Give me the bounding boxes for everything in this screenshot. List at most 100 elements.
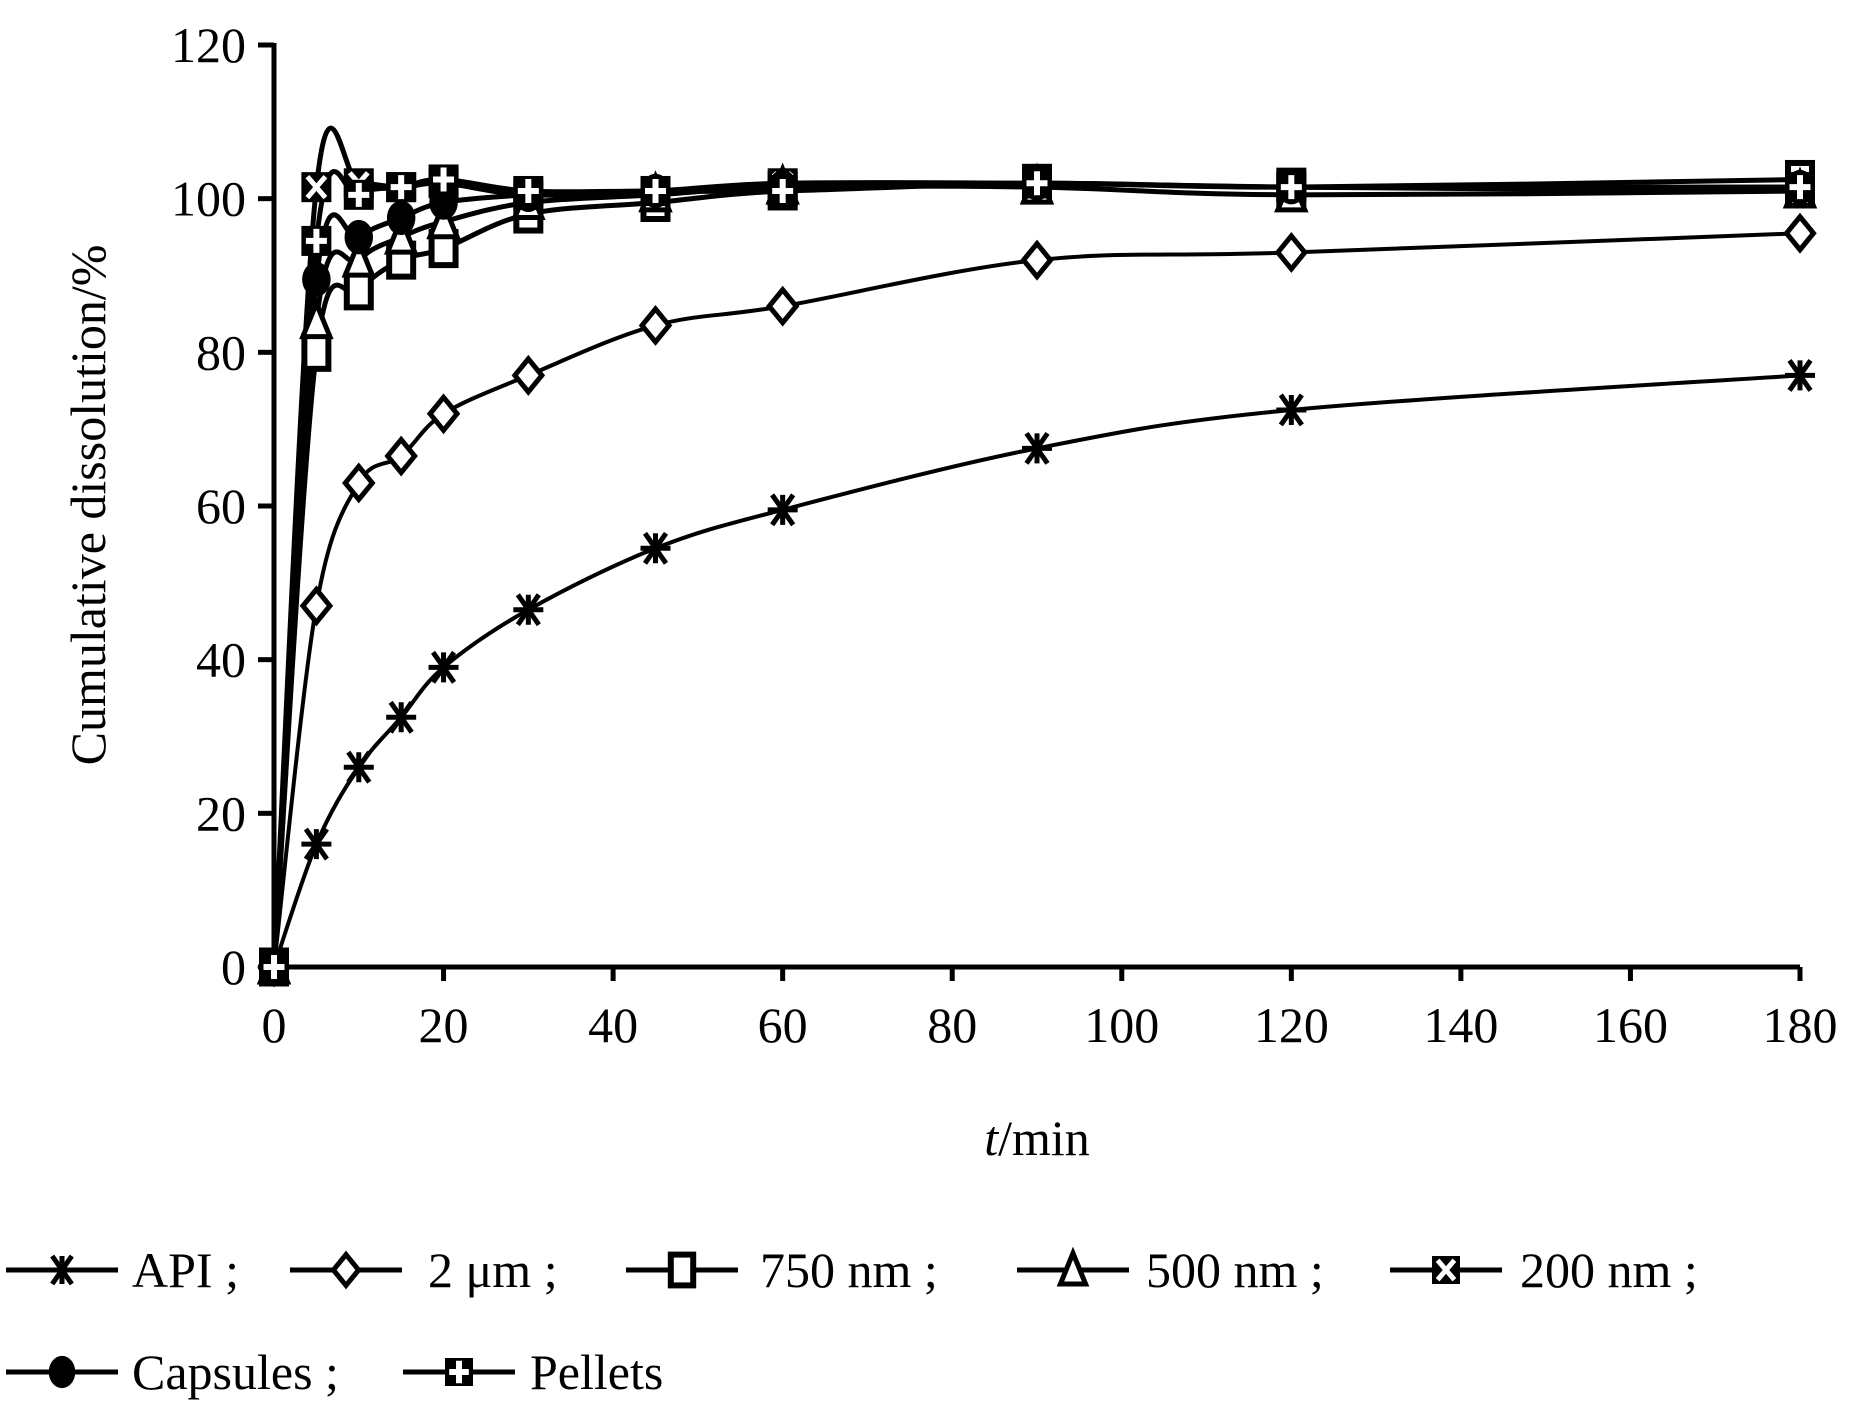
markers-pellets xyxy=(259,164,1815,982)
data-point xyxy=(1022,431,1052,465)
markers-api xyxy=(259,358,1815,984)
y-tick-label: 120 xyxy=(171,17,246,73)
legend-marker xyxy=(1056,1246,1090,1287)
legend-label: 500 nm ; xyxy=(1146,1242,1324,1298)
legend-label: 200 nm ; xyxy=(1520,1242,1698,1298)
data-point-glyph xyxy=(348,182,370,207)
x-axis-label: t/min xyxy=(984,1110,1090,1166)
data-point-glyph xyxy=(305,228,327,253)
data-point-glyph xyxy=(1789,175,1811,200)
legend-label: Pellets xyxy=(530,1344,663,1400)
series-group xyxy=(256,125,1818,988)
series-line xyxy=(272,373,1801,968)
legend-item: 200 nm ; xyxy=(1390,1242,1698,1298)
series-capsules xyxy=(271,180,1801,968)
data-point-glyph xyxy=(390,175,412,200)
data-point-glyph xyxy=(645,178,666,203)
x-tick-label: 80 xyxy=(927,997,977,1053)
data-point xyxy=(386,200,416,236)
legend-marker xyxy=(48,1254,76,1286)
y-tick-label: 0 xyxy=(221,939,246,995)
legend-marker xyxy=(667,1251,697,1289)
data-point xyxy=(426,197,461,240)
data-point-glyph xyxy=(772,178,794,203)
series-500-nm xyxy=(271,183,1801,968)
data-point xyxy=(1020,239,1054,281)
markers-500-nm xyxy=(256,162,1818,985)
series-line xyxy=(271,183,1801,968)
legend-marker-glyph xyxy=(1435,1258,1457,1282)
legend-item: Capsules ; xyxy=(6,1344,339,1400)
markers-200-nm xyxy=(259,168,1815,982)
data-point xyxy=(342,462,376,504)
legend-label: 2 μm ; xyxy=(428,1242,558,1298)
legend-label: 750 nm ; xyxy=(760,1242,938,1298)
legend-item: 750 nm ; xyxy=(626,1242,938,1298)
data-point xyxy=(1785,358,1815,392)
data-point-glyph xyxy=(263,955,285,979)
data-point-glyph xyxy=(305,175,328,200)
x-tick-label: 0 xyxy=(262,997,287,1053)
legend-marker-glyph xyxy=(449,1360,469,1384)
x-axis-label-italic: t xyxy=(984,1110,999,1166)
data-point xyxy=(428,650,459,684)
series-line xyxy=(272,231,1801,968)
data-point xyxy=(1783,212,1817,254)
data-point xyxy=(299,585,334,627)
series-line xyxy=(271,176,1801,968)
data-point-glyph xyxy=(1026,171,1048,196)
legend-label: API ; xyxy=(132,1242,239,1298)
series-pellets xyxy=(271,169,1801,968)
data-point xyxy=(513,593,544,627)
x-axis-label-unit: /min xyxy=(998,1110,1090,1166)
data-point xyxy=(384,435,418,477)
legend-item: Pellets xyxy=(403,1344,663,1400)
data-point xyxy=(511,354,546,396)
y-tick-label: 60 xyxy=(196,478,246,534)
legend-item: API ; xyxy=(6,1242,239,1298)
series-line xyxy=(271,180,1801,968)
data-point xyxy=(343,750,374,784)
data-point-glyph xyxy=(1280,175,1302,200)
series-750-nm xyxy=(271,176,1801,968)
markers-capsules xyxy=(259,166,1815,985)
legend-marker xyxy=(330,1250,362,1290)
data-point xyxy=(301,827,332,861)
y-tick-label: 80 xyxy=(196,324,246,380)
series-api xyxy=(272,373,1801,968)
data-point-glyph xyxy=(433,167,455,192)
y-tick-label: 20 xyxy=(196,785,246,841)
y-axis-label: Cumulative dissolution/% xyxy=(60,245,116,766)
data-point xyxy=(767,493,798,527)
data-point xyxy=(302,262,331,297)
legend-item: 500 nm ; xyxy=(1017,1242,1324,1298)
series-2-μm xyxy=(272,231,1801,968)
axes: 0 20 40 60 80 100 120 0 20 40 60 80 100 120 140 160 180 xyxy=(171,17,1838,1053)
data-point xyxy=(341,235,377,278)
y-tick-label: 100 xyxy=(171,171,246,227)
data-point xyxy=(343,271,374,311)
data-point xyxy=(383,212,419,255)
x-tick-label: 40 xyxy=(588,997,638,1053)
x-tick-label: 60 xyxy=(758,997,808,1053)
data-point xyxy=(301,332,332,372)
markers-2-μm xyxy=(257,212,1817,988)
legend-marker xyxy=(48,1355,76,1389)
x-tick-label: 160 xyxy=(1593,997,1668,1053)
data-point-glyph xyxy=(517,178,539,203)
legend: API ; 2 μm ; 750 nm ; 500 nm ; 200 nm ; Capsu… xyxy=(6,1242,1698,1400)
x-tick-label: 120 xyxy=(1254,997,1329,1053)
x-tick-label: 100 xyxy=(1084,997,1159,1053)
legend-label: Capsules ; xyxy=(132,1344,339,1400)
x-tick-label: 180 xyxy=(1763,997,1838,1053)
data-point xyxy=(426,393,461,435)
data-point xyxy=(765,285,800,327)
data-point xyxy=(386,700,417,734)
x-tick-label: 20 xyxy=(419,997,469,1053)
y-tick-label: 40 xyxy=(196,632,246,688)
markers-750-nm xyxy=(259,159,1815,987)
series-line xyxy=(271,169,1801,968)
data-point xyxy=(640,531,671,565)
legend-item: 2 μm ; xyxy=(290,1242,558,1298)
